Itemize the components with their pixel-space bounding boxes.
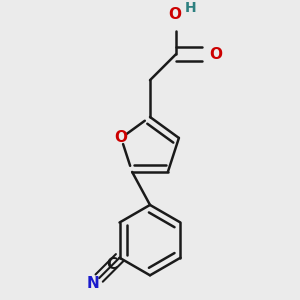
Text: H: H	[184, 2, 196, 15]
Text: C: C	[106, 257, 118, 272]
Text: N: N	[87, 276, 100, 291]
Text: O: O	[168, 7, 181, 22]
Text: O: O	[115, 130, 128, 146]
Text: O: O	[209, 47, 222, 62]
